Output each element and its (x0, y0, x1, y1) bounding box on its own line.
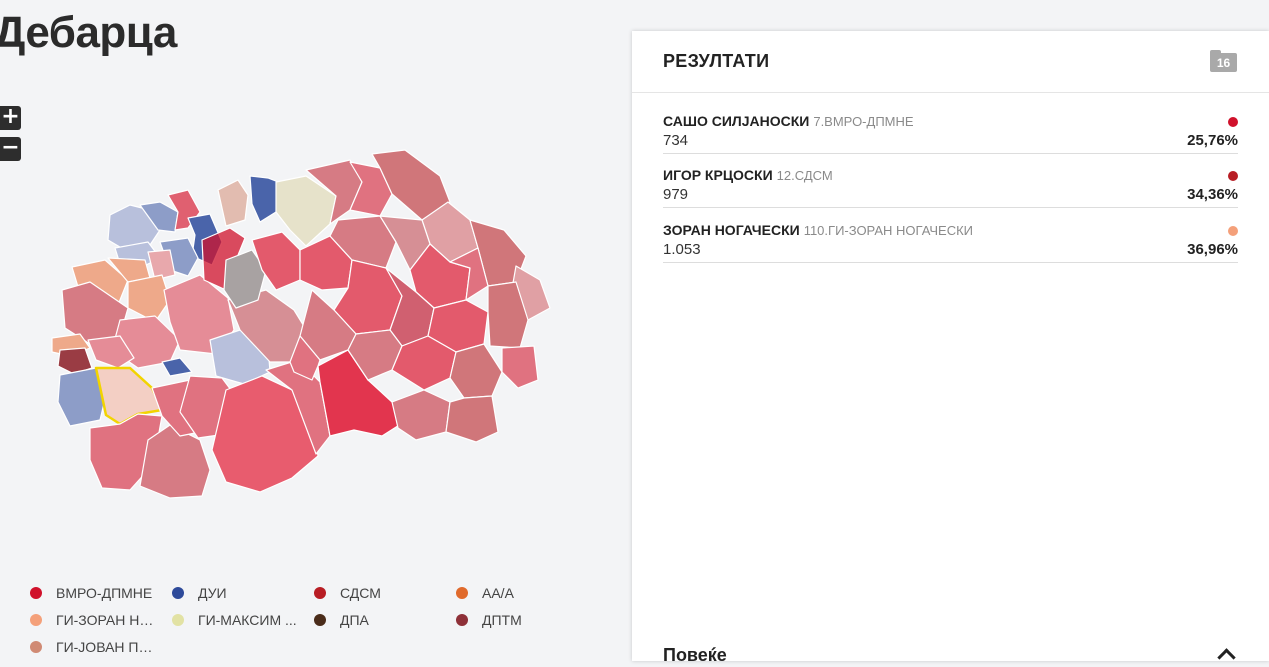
map-region[interactable] (223, 249, 267, 309)
legend-item[interactable]: ВМРО-ДПМНЕ (30, 584, 172, 602)
legend-dot (456, 614, 468, 626)
candidate-name: ЗОРАН НОГАЧЕСКИ 110.ГИ-ЗОРАН НОГАЧЕСКИ (663, 222, 973, 238)
candidate-percent: 34,36% (1187, 186, 1238, 203)
legend-item[interactable]: ДПА (314, 611, 456, 629)
more-section-toggle[interactable]: Повеќе (663, 645, 727, 665)
map-region[interactable] (87, 335, 135, 369)
results-title: РЕЗУЛТАТИ (663, 51, 770, 71)
legend-dot (314, 587, 326, 599)
map-region[interactable] (391, 389, 451, 441)
legend-dot (30, 614, 42, 626)
legend-dot (30, 641, 42, 653)
map-region[interactable] (449, 343, 503, 399)
map-region[interactable] (107, 204, 161, 251)
legend-dot (172, 614, 184, 626)
legend-item[interactable]: ДУИ (172, 584, 314, 602)
legend-item[interactable]: ГИ-МАКСИМ ... (172, 611, 314, 629)
candidate-party: 110.ГИ-ЗОРАН НОГАЧЕСКИ (803, 223, 973, 238)
map-region[interactable] (275, 175, 337, 247)
map-region[interactable] (445, 395, 499, 443)
map-region[interactable] (449, 247, 489, 301)
page-title: Дебарца (0, 8, 177, 57)
folder-icon[interactable]: 16 (1210, 50, 1237, 72)
legend-label: ДУИ (198, 585, 227, 601)
zoom-out-button[interactable]: − (0, 135, 21, 161)
candidate-row[interactable]: САШО СИЛЈАНОСКИ 7.ВМРО-ДПМНЕ 734 25,76% (663, 113, 1238, 154)
party-color-dot (1228, 171, 1238, 181)
legend-label: СДСМ (340, 585, 381, 601)
map-region[interactable] (289, 335, 321, 381)
legend-item[interactable]: ДПТМ (456, 611, 598, 629)
party-color-dot (1228, 117, 1238, 127)
candidate-row[interactable]: ИГОР КРЦОСКИ 12.СДСМ 979 34,36% (663, 167, 1238, 208)
legend-dot (456, 587, 468, 599)
results-panel: РЕЗУЛТАТИ 16 САШО СИЛЈАНОСКИ 7.ВМРО-ДПМНЕ… (632, 31, 1269, 667)
legend-dot (30, 587, 42, 599)
results-header: РЕЗУЛТАТИ 16 (632, 31, 1269, 93)
candidate-percent: 36,96% (1187, 241, 1238, 258)
map-region[interactable] (161, 357, 193, 377)
map-regions (51, 149, 551, 499)
zoom-in-button[interactable]: + (0, 104, 21, 130)
candidate-votes: 1.053 (663, 241, 701, 258)
chevron-up-icon[interactable] (1217, 648, 1236, 667)
legend-label: ГИ-ЗОРАН НО... (56, 612, 156, 628)
legend-item[interactable]: АА/А (456, 584, 598, 602)
legend-label: АА/А (482, 585, 514, 601)
legend-label: ВМРО-ДПМНЕ (56, 585, 153, 601)
legend-label: ДПА (340, 612, 369, 628)
candidate-percent: 25,76% (1187, 132, 1238, 149)
candidate-name: САШО СИЛЈАНОСКИ 7.ВМРО-ДПМНЕ (663, 113, 914, 129)
legend-item[interactable]: ГИ-ЗОРАН НО... (30, 611, 172, 629)
polling-stations-count: 16 (1210, 53, 1237, 72)
map-region[interactable] (501, 345, 539, 389)
party-legend: ВМРО-ДПМНЕ ДУИ СДСМ АА/А ГИ-ЗОРАН НО... … (30, 584, 550, 656)
candidate-name: ИГОР КРЦОСКИ 12.СДСМ (663, 167, 833, 183)
municipality-map[interactable] (30, 140, 560, 505)
map-region[interactable] (127, 274, 171, 323)
map-region[interactable] (147, 249, 176, 281)
map-region[interactable] (94, 366, 164, 426)
legend-dot (314, 614, 326, 626)
legend-item[interactable]: ГИ-ЈОВАН ПЕ... (30, 638, 172, 656)
legend-label: ГИ-МАКСИМ ... (198, 612, 297, 628)
map-region[interactable] (217, 179, 249, 227)
legend-label: ДПТМ (482, 612, 522, 628)
candidate-party: 12.СДСМ (776, 168, 833, 183)
folder-tab (1210, 50, 1221, 55)
legend-item[interactable]: СДСМ (314, 584, 456, 602)
candidate-party: 7.ВМРО-ДПМНЕ (813, 114, 914, 129)
legend-label: ГИ-ЈОВАН ПЕ... (56, 639, 156, 655)
map-region[interactable] (211, 375, 319, 493)
candidate-votes: 979 (663, 186, 689, 203)
candidate-votes: 734 (663, 132, 689, 149)
candidate-row[interactable]: ЗОРАН НОГАЧЕСКИ 110.ГИ-ЗОРАН НОГАЧЕСКИ 1.… (663, 222, 1238, 263)
legend-dot (172, 587, 184, 599)
party-color-dot (1228, 226, 1238, 236)
